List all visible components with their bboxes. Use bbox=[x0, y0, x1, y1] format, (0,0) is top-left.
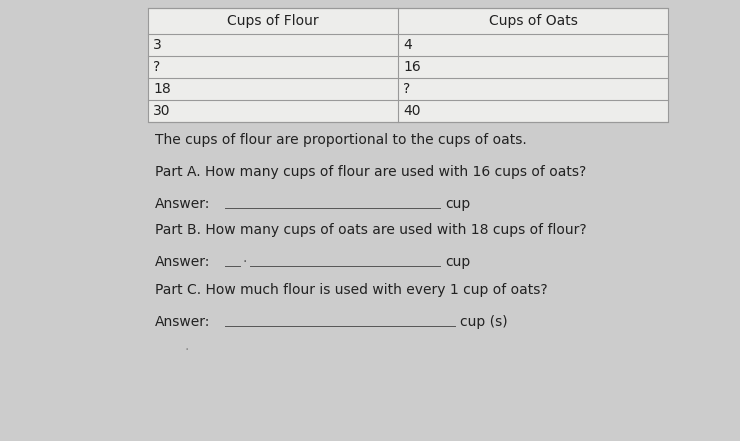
Text: 30: 30 bbox=[153, 104, 170, 118]
Text: 18: 18 bbox=[153, 82, 171, 96]
Text: ?: ? bbox=[153, 60, 161, 74]
Text: 3: 3 bbox=[153, 38, 162, 52]
Text: cup (s): cup (s) bbox=[460, 315, 508, 329]
Text: 16: 16 bbox=[403, 60, 421, 74]
Bar bbox=[148, 8, 668, 122]
Text: ·: · bbox=[243, 255, 247, 269]
Text: Answer:: Answer: bbox=[155, 315, 210, 329]
Text: ·: · bbox=[185, 343, 189, 357]
Text: The cups of flour are proportional to the cups of oats.: The cups of flour are proportional to th… bbox=[155, 133, 527, 147]
Text: 40: 40 bbox=[403, 104, 420, 118]
Text: Part A. How many cups of flour are used with 16 cups of oats?: Part A. How many cups of flour are used … bbox=[155, 165, 586, 179]
Text: Answer:: Answer: bbox=[155, 255, 210, 269]
Text: Cups of Flour: Cups of Flour bbox=[227, 14, 319, 28]
Text: Part C. How much flour is used with every 1 cup of oats?: Part C. How much flour is used with ever… bbox=[155, 283, 548, 297]
Text: Part B. How many cups of oats are used with 18 cups of flour?: Part B. How many cups of oats are used w… bbox=[155, 223, 587, 237]
Text: 4: 4 bbox=[403, 38, 411, 52]
Text: cup: cup bbox=[445, 197, 470, 211]
Text: ?: ? bbox=[403, 82, 410, 96]
Text: cup: cup bbox=[445, 255, 470, 269]
Text: Cups of Oats: Cups of Oats bbox=[488, 14, 577, 28]
Text: Answer:: Answer: bbox=[155, 197, 210, 211]
